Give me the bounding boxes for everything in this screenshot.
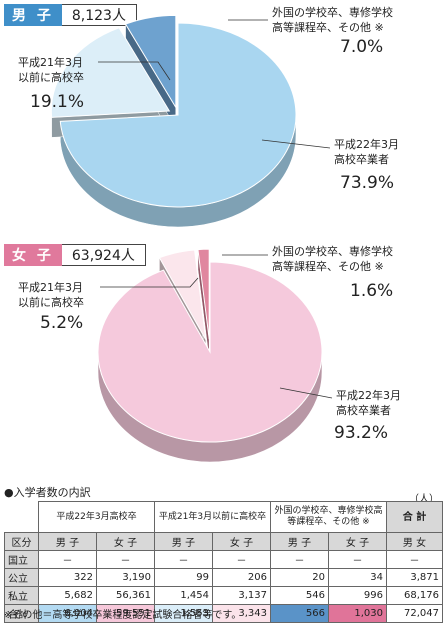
male-tag: 男 子: [4, 4, 62, 26]
table-cell: 322: [38, 568, 97, 587]
row-label: 合計: [4, 604, 39, 623]
enrollment-table: 平成22年3月高校卒 平成21年3月以前に高校卒 外国の学校卒、専修学校高等課程…: [4, 501, 443, 623]
table-cell: 3,190: [96, 568, 155, 587]
sub-header: 女 子: [212, 532, 271, 551]
group-header: 合 計: [386, 501, 443, 533]
table-cell: 3,137: [212, 586, 271, 605]
table-cell: 996: [328, 586, 387, 605]
table-row: 私立 5,682 56,361 1,454 3,137 546 996 68,1…: [4, 586, 443, 605]
sub-header: 男 子: [154, 532, 213, 551]
table-cell: 5,682: [38, 586, 97, 605]
table-title: ●入学者数の内訳: [4, 486, 91, 499]
table-cell: －: [212, 550, 271, 569]
table-cell: 546: [270, 586, 329, 605]
female-slice-before: [158, 249, 207, 340]
table-row: 公立 322 3,190 99 206 20 34 3,871: [4, 568, 443, 587]
table-cell: 3,343: [212, 604, 271, 623]
table-cell: －: [270, 550, 329, 569]
male-count: 8,123人: [61, 4, 137, 26]
table-total-row: 合計 6,004 59,551 1,553 3,343 566 1,030 72…: [4, 604, 443, 623]
group-header: 平成21年3月以前に高校卒: [154, 501, 271, 533]
sub-header: 女 子: [96, 532, 155, 551]
female-other-label: 外国の学校卒、専修学校 高等課程卒、その他 ※: [272, 245, 393, 273]
table-sub-row: 区分 男 子 女 子 男 子 女 子 男 子 女 子 男 女: [4, 532, 443, 551]
footnote: ※その他＝高等学校卒業程度認定試験合格者等です。: [4, 610, 242, 621]
table-cell: 72,047: [386, 604, 443, 623]
female-count: 63,924人: [61, 244, 146, 266]
female-slice-other: [197, 248, 210, 340]
table-row: 国立 － － － － － － －: [4, 550, 443, 569]
male-other-label: 外国の学校卒、専修学校 高等課程卒、その他 ※: [272, 6, 393, 34]
table-cell: 206: [212, 568, 271, 587]
male-current-label: 平成22年3月 高校卒業者: [334, 138, 399, 166]
table-cell: －: [38, 550, 97, 569]
table-cell: －: [96, 550, 155, 569]
table-cell: 34: [328, 568, 387, 587]
male-pie-chart: [50, 14, 331, 228]
table-cell: 3,871: [386, 568, 443, 587]
sub-header: 男 女: [386, 532, 443, 551]
group-header: 平成22年3月高校卒: [38, 501, 155, 533]
female-tag: 女 子: [4, 244, 62, 266]
female-before-pct: 5.2%: [40, 313, 84, 333]
female-slice-current: [97, 261, 323, 443]
group-header: 外国の学校卒、専修学校高等課程卒、その他 ※: [270, 501, 387, 533]
male-slice-current: [59, 22, 297, 208]
table-cell: 1,030: [328, 604, 387, 623]
male-slice-other: [124, 14, 177, 110]
sub-header: 女 子: [328, 532, 387, 551]
male-slice-before: [50, 27, 171, 118]
female-before-leader: [100, 277, 199, 288]
row-label: 公立: [4, 568, 39, 587]
female-current-pct: 93.2%: [334, 423, 389, 443]
male-before-label: 平成21年3月 以前に高校卒: [18, 56, 84, 84]
row-label: 私立: [4, 586, 39, 605]
table-cell: －: [154, 550, 213, 569]
table-cell: －: [328, 550, 387, 569]
table-cell: 1,454: [154, 586, 213, 605]
male-current-leader: [261, 139, 331, 149]
female-header: 女 子 63,924人: [4, 244, 146, 266]
table-unit: （人）: [409, 494, 439, 505]
table-group-row: 平成22年3月高校卒 平成21年3月以前に高校卒 外国の学校卒、専修学校高等課程…: [4, 501, 443, 533]
male-current-pct: 73.9%: [340, 173, 395, 193]
row-label: 国立: [4, 550, 39, 569]
table-cell: 20: [270, 568, 329, 587]
female-current-label: 平成22年3月 高校卒業者: [336, 389, 401, 417]
sub-header: 男 子: [270, 532, 329, 551]
table-cell: 566: [270, 604, 329, 623]
sub-header: 区分: [4, 532, 39, 551]
sub-header: 男 子: [38, 532, 97, 551]
table-cell: 59,551: [96, 604, 155, 623]
female-before-label: 平成21年3月 以前に高校卒: [18, 281, 84, 309]
male-header: 男 子 8,123人: [4, 4, 137, 26]
table-cell: 99: [154, 568, 213, 587]
table-cell: 6,004: [38, 604, 97, 623]
table-cell: 56,361: [96, 586, 155, 605]
male-other-pct: 7.0%: [340, 37, 384, 57]
table-cell: 1,553: [154, 604, 213, 623]
male-before-pct: 19.1%: [30, 92, 85, 112]
female-current-leader: [279, 387, 333, 399]
female-pie-chart: [97, 248, 333, 463]
female-other-pct: 1.6%: [350, 281, 394, 301]
table-cell: －: [386, 550, 443, 569]
male-before-leader: [98, 61, 171, 81]
table-cell: 68,176: [386, 586, 443, 605]
